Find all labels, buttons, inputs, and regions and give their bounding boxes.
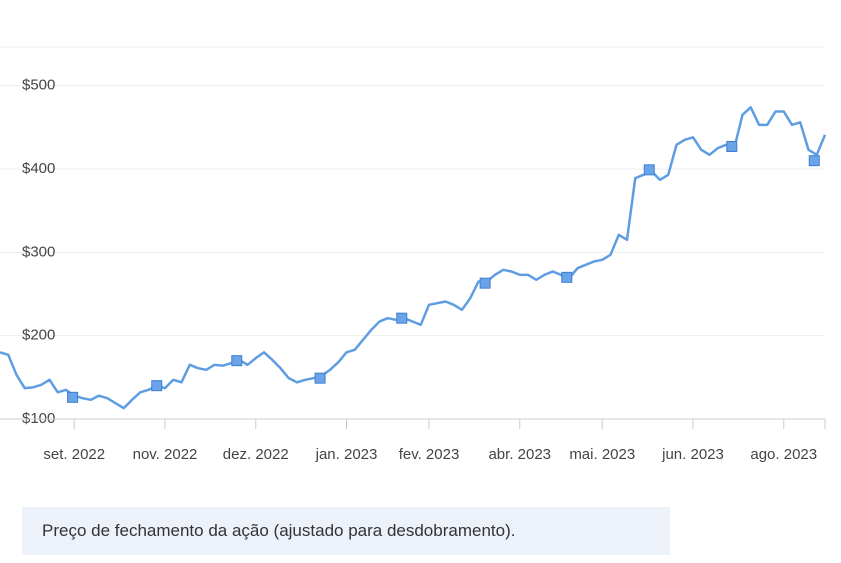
x-tick-label: dez. 2022 — [223, 446, 289, 463]
x-tick-label: fev. 2023 — [399, 446, 460, 463]
event-marker — [726, 141, 738, 152]
event-marker — [479, 277, 491, 289]
event-marker — [231, 355, 243, 367]
chart: $100 $200 $300 $400 $500 set. 2022 nov. 2022 de… — [0, 46, 827, 463]
y-tick-label: $200 — [22, 327, 55, 344]
y-tick-label: $100 — [22, 410, 55, 427]
event-marker — [808, 155, 820, 167]
event-marker — [396, 312, 408, 324]
x-tick-label: set. 2022 — [43, 446, 105, 463]
event-marker — [67, 391, 79, 403]
event-marker — [314, 372, 326, 384]
x-tick-label: jan. 2023 — [315, 446, 378, 463]
x-tick-label: ago. 2023 — [750, 446, 817, 463]
x-tick-label: abr. 2023 — [488, 446, 551, 463]
caption: Preço de fechamento da ação (ajustado pa… — [22, 507, 670, 555]
event-marker — [561, 271, 573, 283]
price-line — [0, 106, 827, 410]
x-tick-label: jun. 2023 — [661, 446, 724, 463]
event-marker — [151, 380, 163, 392]
y-tick-label: $400 — [22, 160, 55, 177]
event-marker — [643, 164, 655, 176]
y-tick-label: $300 — [22, 243, 55, 260]
x-tick-label: mai. 2023 — [569, 446, 635, 463]
y-tick-label: $500 — [22, 77, 55, 94]
x-tick-label: nov. 2022 — [133, 446, 198, 463]
